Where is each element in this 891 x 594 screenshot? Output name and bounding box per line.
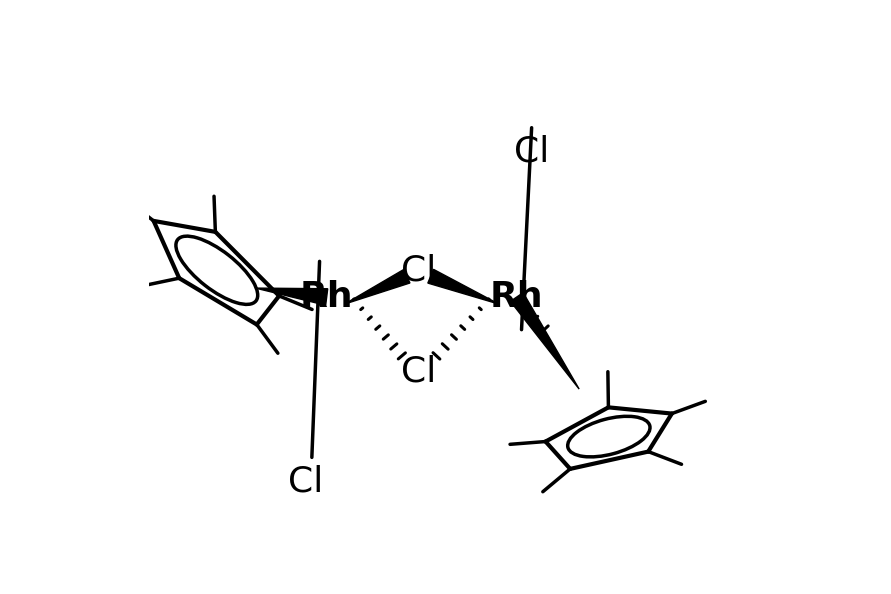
Text: Cl: Cl	[289, 464, 323, 498]
Text: Cl: Cl	[401, 253, 437, 287]
Polygon shape	[345, 270, 410, 304]
Polygon shape	[256, 288, 328, 305]
Text: Rh: Rh	[490, 280, 544, 314]
Text: Rh: Rh	[300, 280, 354, 314]
Polygon shape	[511, 293, 579, 389]
Text: Cl: Cl	[401, 354, 437, 388]
Polygon shape	[428, 269, 499, 304]
Text: Cl: Cl	[514, 134, 549, 169]
